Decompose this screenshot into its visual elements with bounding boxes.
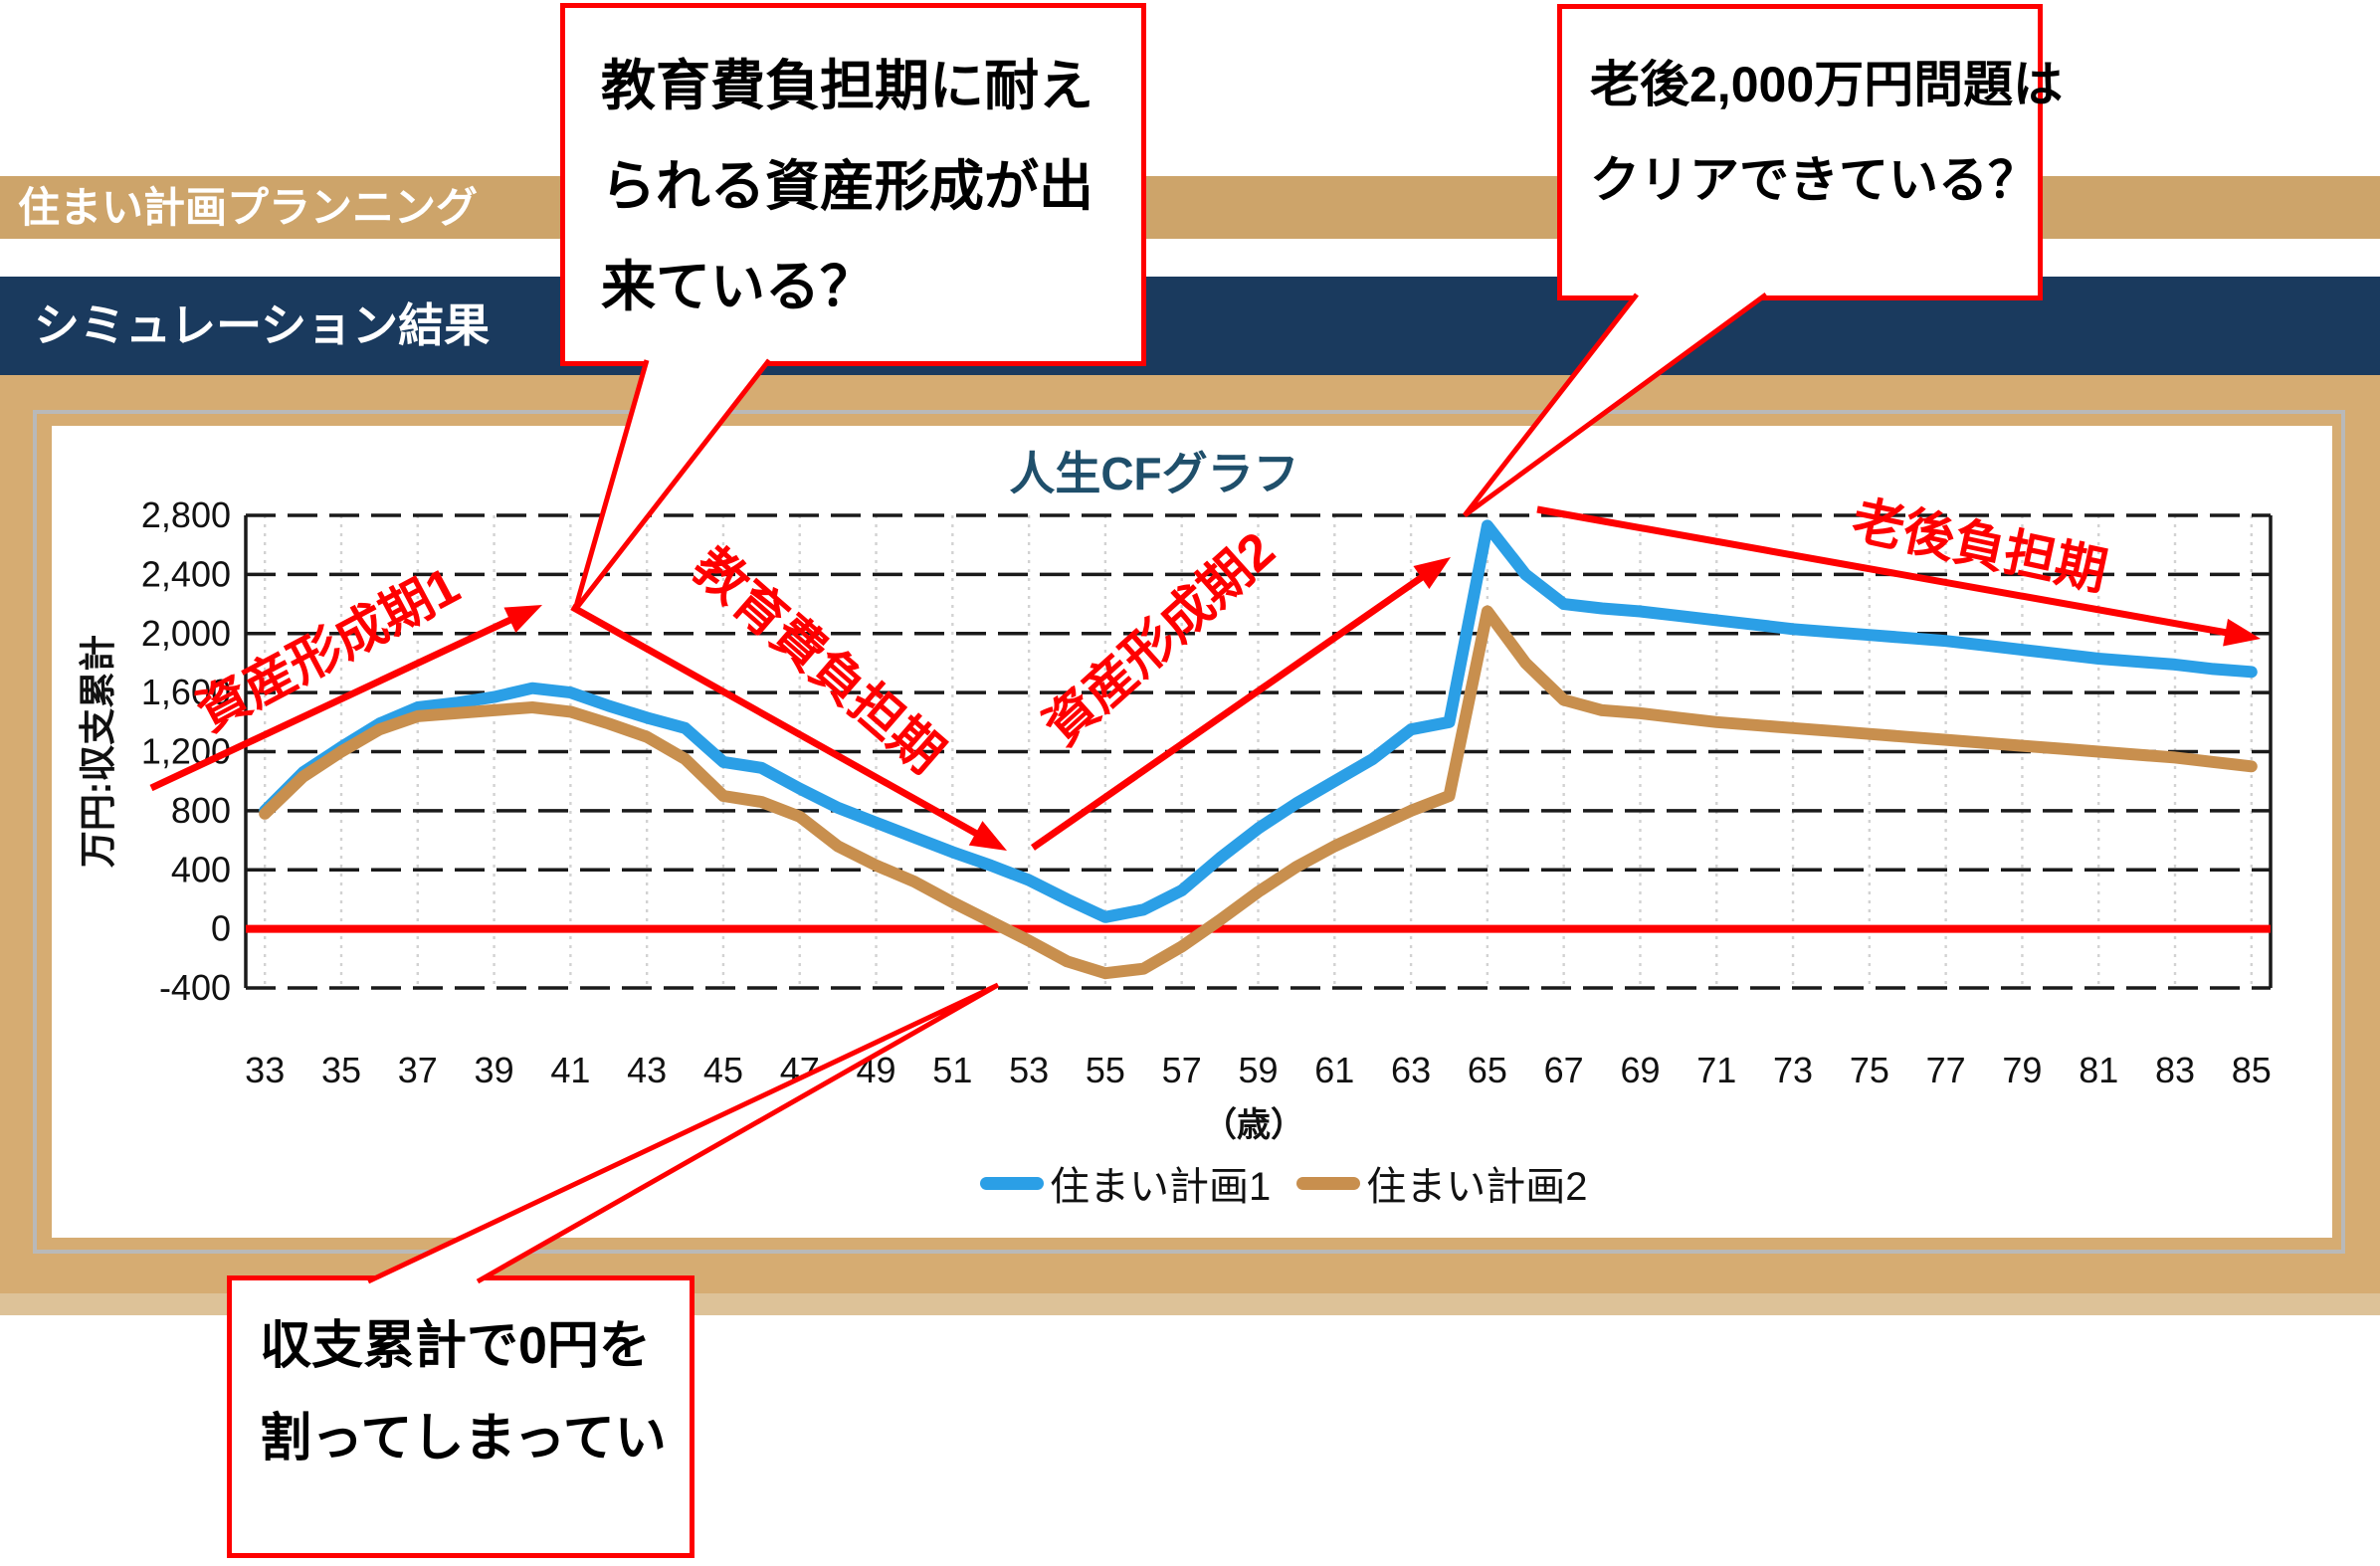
section-heading: シミュレーション結果 [34,299,491,351]
x-tick-label: 65 [1468,1050,1507,1090]
x-tick-label: 33 [245,1050,285,1090]
legend-label-plan2: 住まい計画2 [1366,1165,1588,1209]
x-tick-label: 83 [2155,1050,2195,1090]
plan1-line-swatch-icon [980,1176,1044,1190]
callout-education-cost: 教育費負担期に耐え られる資産形成が出 来ている？ [560,3,1146,366]
x-tick-label: 49 [857,1050,896,1090]
x-tick-label: 69 [1620,1050,1660,1090]
x-tick-label: 61 [1314,1050,1354,1090]
x-tick-label: 47 [780,1050,820,1090]
x-tick-label: 71 [1696,1050,1736,1090]
y-tick-label: 1,200 [141,731,231,772]
x-tick-label: 75 [1850,1050,1889,1090]
app-banner-title: 住まい計画プランニング [18,184,479,231]
callout-belowzero-line1: 収支累計で0円を [260,1317,651,1375]
y-tick-label: 800 [171,790,231,831]
x-tick-label: 67 [1544,1050,1584,1090]
callout-education-line3: 来ている？ [601,256,876,317]
x-tick-label: 79 [2002,1050,2042,1090]
x-tick-label: 37 [398,1050,438,1090]
callout-belowzero-line2: 割ってしまってい [260,1410,667,1468]
y-tick-label: 2,400 [141,553,231,594]
x-tick-label: 41 [550,1050,590,1090]
chart-title: 人生CFグラフ [1009,448,1299,499]
callout-retirement-2000: 老後2,000万円問題は クリアできている？ [1557,4,2064,300]
x-tick-label: 85 [2232,1050,2272,1090]
x-tick-label: 73 [1773,1050,1813,1090]
x-tick-label: 77 [1926,1050,1966,1090]
callout-education-line1: 教育費負担期に耐え [601,55,1094,116]
callout-below-zero: 収支累計で0円を 割ってしまってい [227,1275,694,1558]
y-tick-label: 2,800 [141,494,231,535]
y-tick-label: 0 [211,908,231,949]
x-tick-label: 63 [1391,1050,1431,1090]
callout-education-line2: られる資産形成が出 [601,155,1094,217]
x-tick-label: 81 [2079,1050,2118,1090]
callout-retirement-line1: 老後2,000万円問題は [1590,57,2064,112]
plan2-line-swatch-icon [1296,1176,1361,1190]
y-tick-label: 400 [171,849,231,889]
x-tick-label: 35 [321,1050,361,1090]
y-tick-label: 1,600 [141,672,231,712]
x-tick-label: 51 [932,1050,972,1090]
x-tick-label: 55 [1086,1050,1125,1090]
x-tick-label: 45 [703,1050,743,1090]
legend-item-plan1: 住まい計画1 [980,1154,1271,1212]
y-axis-title: 万円:収支累計 [78,634,118,869]
x-tick-label: 43 [627,1050,667,1090]
x-tick-label: 39 [475,1050,514,1090]
x-tick-label: 57 [1162,1050,1202,1090]
x-tick-label: 59 [1238,1050,1278,1090]
y-tick-label: -400 [159,967,231,1008]
chart-legend: 住まい計画1 住まい計画2 [980,1154,1588,1212]
chart-outer-border [33,410,2345,1254]
callout-retirement-line2: クリアできている？ [1590,152,2038,208]
legend-label-plan1: 住まい計画1 [1050,1165,1272,1209]
x-tick-label: 53 [1009,1050,1049,1090]
y-tick-label: 2,000 [141,613,231,654]
x-axis-unit-label: （歳） [1203,1106,1304,1144]
legend-item-plan2: 住まい計画2 [1296,1154,1588,1212]
